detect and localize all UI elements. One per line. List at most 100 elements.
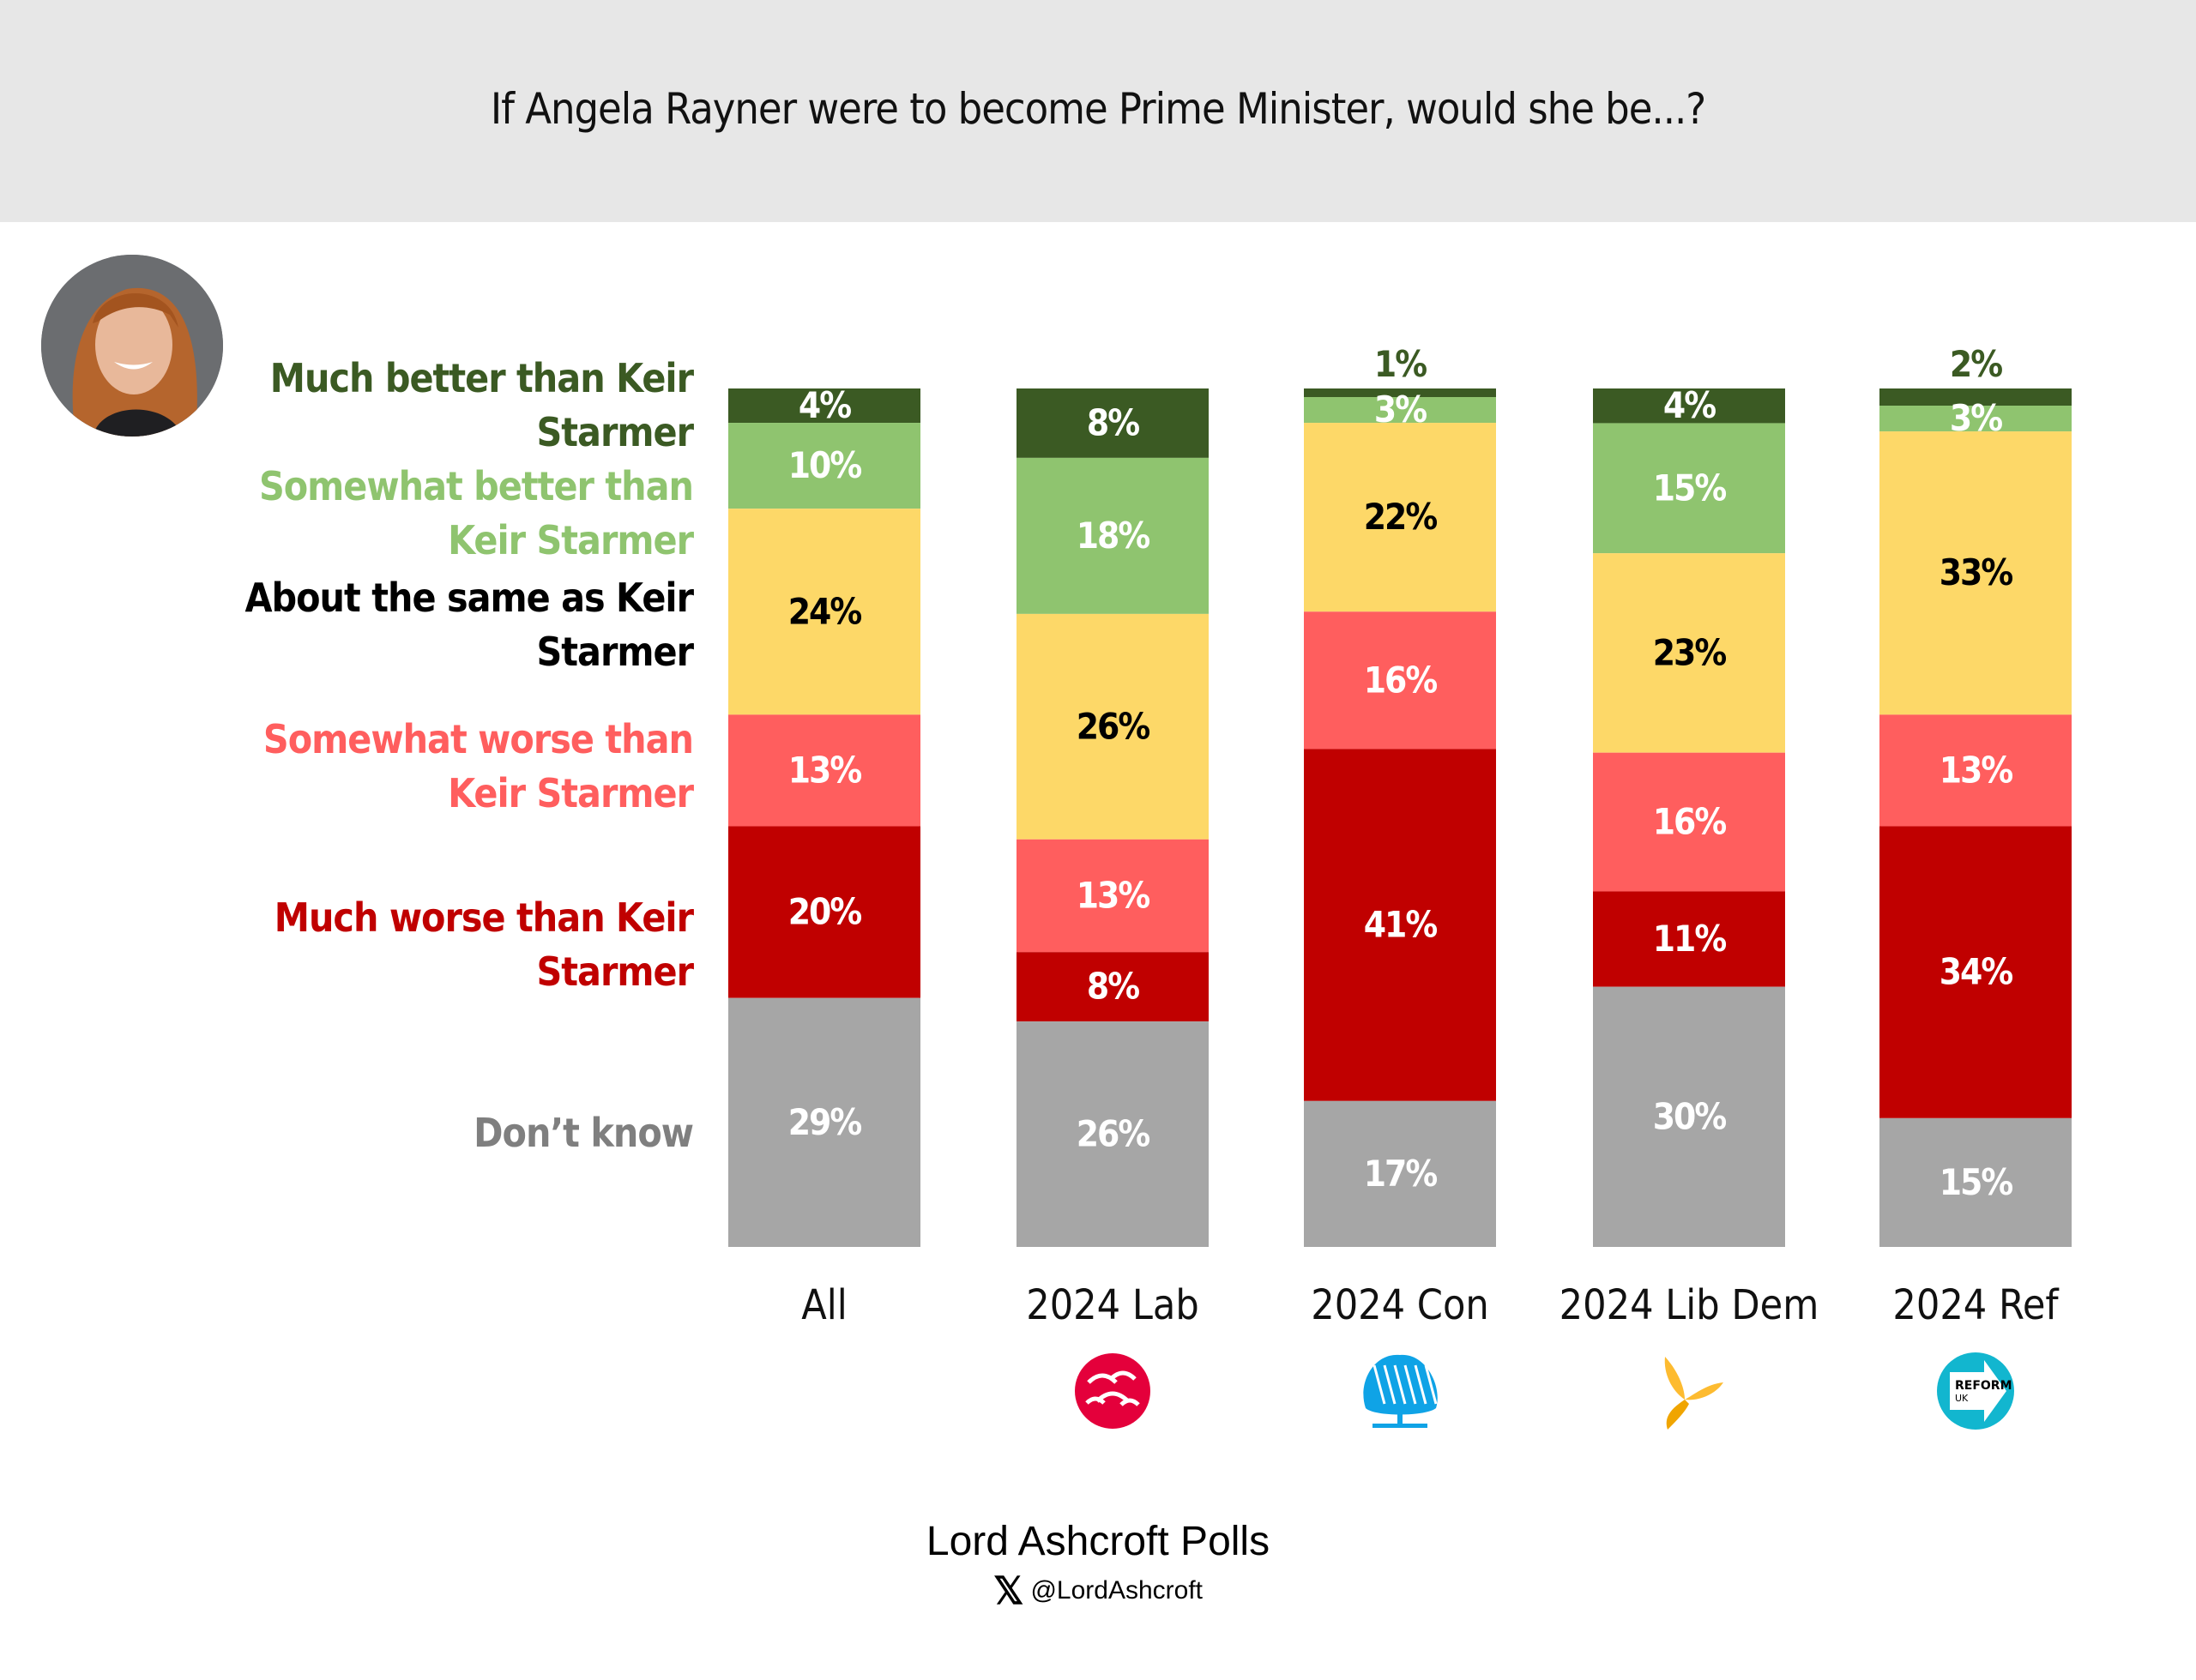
legend-item-same: About the same as Keir Starmer xyxy=(244,571,694,679)
x-tick-label: 2024 Con xyxy=(1311,1281,1489,1329)
tree-trunk xyxy=(1397,1406,1403,1425)
x-tick-label: 2024 Lab xyxy=(1026,1281,1199,1329)
bar-segment-dont_know xyxy=(1017,1021,1209,1247)
x-tick-label: 2024 Lib Dem xyxy=(1560,1281,1819,1329)
bar-segment-much_worse xyxy=(1879,826,2072,1118)
data-label: 13% xyxy=(788,749,862,791)
bird-wing xyxy=(1685,1382,1723,1400)
data-label: 18% xyxy=(1077,515,1150,557)
bar-2024-lib-dem: 4% 15% 23% 16% 11% 30% xyxy=(1593,384,1785,1247)
data-label: 33% xyxy=(1940,551,2013,593)
legend-label-line: Somewhat better than xyxy=(258,463,694,509)
data-label: 8% xyxy=(1087,401,1139,443)
x-tick-label: 2024 Ref xyxy=(1892,1281,2060,1329)
bar-all: 4% 10% 24% 13% 20% 29% xyxy=(728,384,920,1247)
legend-label-line: Starmer xyxy=(536,629,694,675)
footer-social: 𝕏 @LordAshcroft xyxy=(0,1569,2196,1613)
bar-segment-much_better xyxy=(1879,388,2072,406)
x-logo-icon: 𝕏 xyxy=(993,1570,1024,1612)
data-label: 8% xyxy=(1087,966,1139,1008)
bar-segment-much_worse xyxy=(1304,749,1496,1101)
bar-segment-somewhat_better xyxy=(1879,406,2072,432)
bar-segment-somewhat_worse xyxy=(1593,752,1785,892)
legend-label-line: Don’t know xyxy=(474,1110,694,1156)
rose-petal xyxy=(1085,1396,1106,1405)
legend-label-line: Much worse than Keir xyxy=(274,894,694,941)
data-label: 15% xyxy=(1940,1161,2013,1203)
portrait-icon xyxy=(41,255,223,437)
tree-stroke xyxy=(1403,1364,1417,1405)
legend-label-line: Much better than Keir xyxy=(269,355,694,401)
bird-wing xyxy=(1664,1357,1685,1400)
bar-segment-somewhat_worse xyxy=(1879,714,2072,827)
reform-text: REFORM xyxy=(1955,1379,2012,1393)
data-label: 22% xyxy=(1364,496,1438,538)
bar-segment-dont_know xyxy=(1304,1100,1496,1247)
tree-stroke xyxy=(1414,1364,1427,1405)
legend-label-line: Somewhat worse than xyxy=(262,716,694,762)
chart-title: If Angela Rayner were to become Prime Mi… xyxy=(490,84,1706,134)
data-label: 15% xyxy=(1653,467,1727,509)
data-label: 20% xyxy=(788,891,862,933)
tree-stroke xyxy=(1424,1364,1438,1405)
bar-segment-much_worse xyxy=(1017,952,1209,1022)
bar-segment-somewhat_better xyxy=(1593,423,1785,554)
data-label: 13% xyxy=(1077,875,1150,917)
bar-2024-con: 1%3%22%16%41%17% xyxy=(1304,343,1496,1247)
bar-2024-ref: 2%3%33%13%34%15% xyxy=(1879,343,2072,1247)
data-label: 41% xyxy=(1364,904,1438,946)
data-label: 17% xyxy=(1364,1153,1438,1195)
legend-label-line: Keir Starmer xyxy=(448,770,694,816)
tree-ground xyxy=(1372,1424,1427,1428)
x-tick-label: All xyxy=(801,1281,848,1329)
tree-stroke xyxy=(1372,1364,1386,1405)
rose-petal xyxy=(1109,1370,1137,1381)
data-label: 34% xyxy=(1940,951,2013,993)
data-label: 16% xyxy=(1653,801,1727,843)
tree-stroke xyxy=(1383,1364,1397,1405)
data-label: 16% xyxy=(1364,659,1438,701)
bar-segment-much_better xyxy=(728,388,920,424)
bar-segment-dont_know xyxy=(1593,986,1785,1247)
rose-petal xyxy=(1119,1398,1140,1406)
data-label: 30% xyxy=(1653,1095,1727,1137)
reform-arrow xyxy=(1950,1360,2006,1422)
data-label: 29% xyxy=(788,1101,862,1143)
bar-segment-dont_know xyxy=(728,997,920,1247)
data-label: 1% xyxy=(1374,343,1427,385)
data-label: 13% xyxy=(1940,749,2013,791)
legend-item-much-worse: Much worse than Keir Starmer xyxy=(274,891,694,999)
data-label: 26% xyxy=(1077,705,1150,747)
bar-segment-same xyxy=(728,509,920,715)
bar-segment-somewhat_better xyxy=(728,423,920,509)
tree-stroke xyxy=(1393,1364,1407,1405)
data-label: 23% xyxy=(1653,631,1727,673)
bar-2024-lab: 8% 18% 26% 13% 8% 26% xyxy=(1017,388,1209,1247)
legend-item-much-better: Much better than Keir Starmer xyxy=(269,352,694,460)
reform-text: UK xyxy=(1955,1393,1969,1404)
legend-label-line: Keir Starmer xyxy=(448,517,694,563)
bar-segment-same xyxy=(1017,613,1209,840)
legend-item-dont-know: Don’t know xyxy=(474,1106,694,1160)
bar-segment-dont_know xyxy=(1879,1117,2072,1247)
rose-shape xyxy=(1075,1353,1150,1429)
libdem-bird-icon xyxy=(1664,1357,1723,1430)
bird-tail xyxy=(1666,1400,1689,1430)
data-label: 2% xyxy=(1950,343,2002,385)
bar-segment-much_worse xyxy=(1593,891,1785,987)
data-label: 24% xyxy=(788,590,862,632)
bar-segment-same xyxy=(1593,553,1785,753)
bar-segment-much_better xyxy=(1304,388,1496,398)
legend-label-line: Starmer xyxy=(536,948,694,995)
legend-item-somewhat-better: Somewhat better than Keir Starmer xyxy=(258,460,694,568)
legend-item-somewhat-worse: Somewhat worse than Keir Starmer xyxy=(262,713,694,821)
portrait-photo xyxy=(41,255,223,437)
bar-segment-much_worse xyxy=(728,826,920,998)
data-label: 11% xyxy=(1653,918,1727,960)
bar-segment-somewhat_worse xyxy=(1017,839,1209,953)
footer-brand: Lord Ashcroft Polls xyxy=(926,1519,1270,1564)
data-label: 10% xyxy=(788,444,862,486)
data-label: 4% xyxy=(1663,384,1716,426)
